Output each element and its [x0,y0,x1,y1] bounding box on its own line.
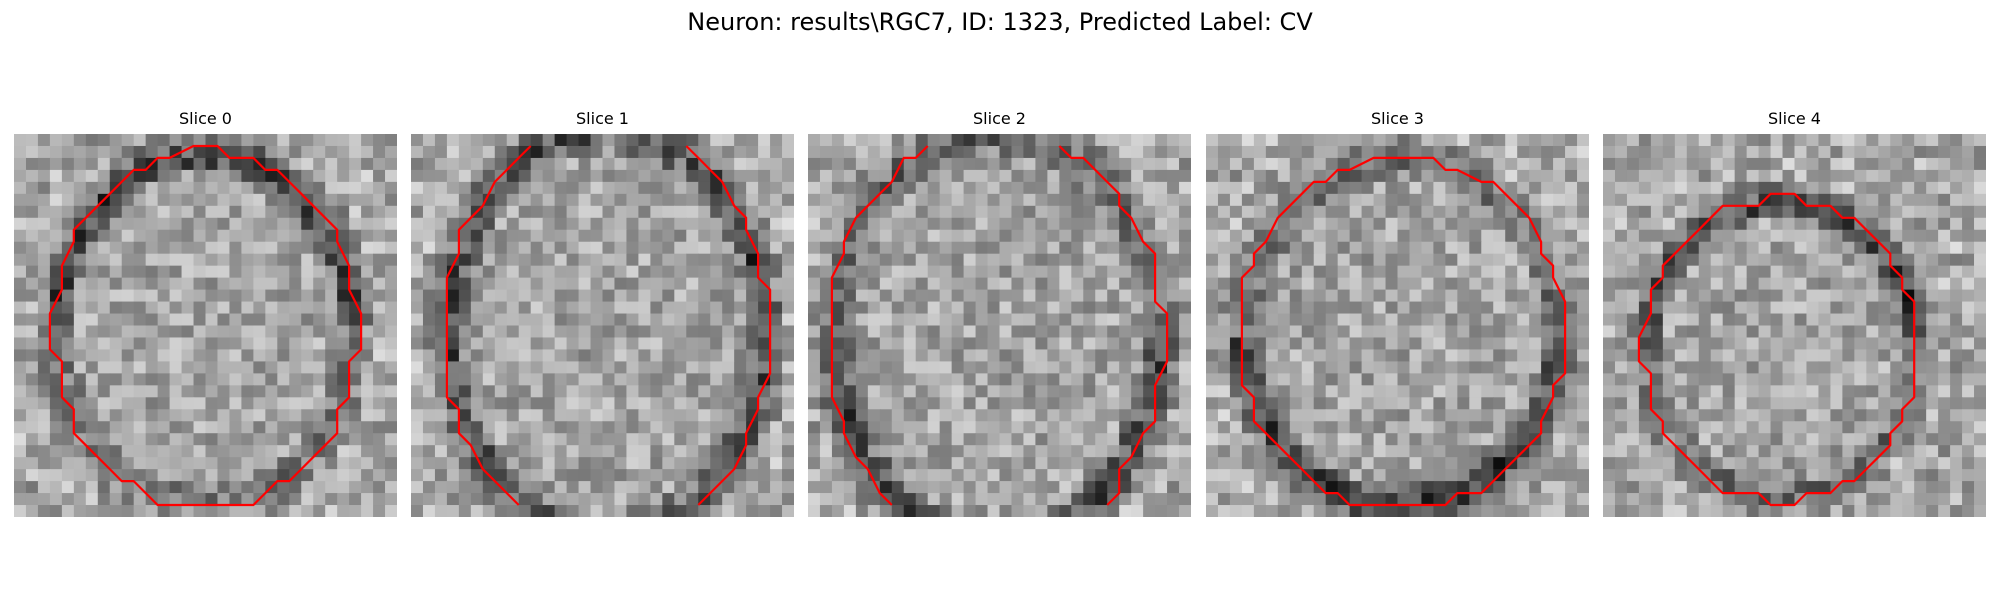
slice-canvas [1603,134,1986,517]
slice-title: Slice 4 [1768,109,1821,128]
segmentation-contour [1240,156,1567,507]
slice-image [808,134,1191,517]
slice-panel: Slice 1 [411,109,794,517]
slice-canvas [14,134,397,517]
segmentation-contour [1637,192,1916,507]
slice-panel: Slice 4 [1603,109,1986,517]
slice-panel: Slice 0 [14,109,397,517]
slice-canvas [1206,134,1589,517]
slice-title: Slice 3 [1371,109,1424,128]
slice-image [1206,134,1589,517]
segmentation-contour [685,145,772,506]
segmentation-contour [1058,145,1169,506]
slice-image [14,134,397,517]
segmentation-contour [48,144,363,507]
segmentation-contour [445,145,532,506]
slice-canvas [411,134,794,517]
slice-title: Slice 0 [179,109,232,128]
slice-panel: Slice 3 [1206,109,1589,517]
slice-panel: Slice 2 [808,109,1191,517]
slice-canvas [808,134,1191,517]
slice-title: Slice 2 [973,109,1026,128]
slice-image [411,134,794,517]
slice-image [1603,134,1986,517]
figure-title: Neuron: results\RGC7, ID: 1323, Predicte… [687,8,1313,36]
segmentation-contour [830,145,929,506]
slice-title: Slice 1 [576,109,629,128]
